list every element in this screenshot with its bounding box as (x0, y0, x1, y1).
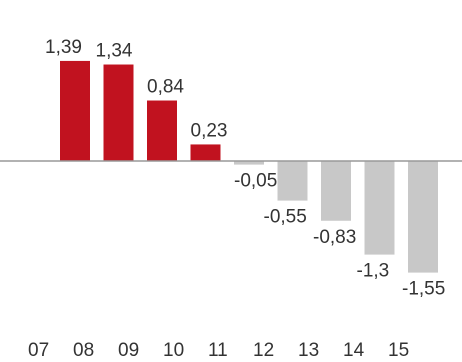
category-label-13: 13 (298, 340, 319, 361)
bar-11 (234, 161, 264, 165)
category-labels-layer: 07 08 09 10 11 12 13 14 15 (28, 340, 409, 361)
bar-10 (190, 144, 221, 161)
category-label-09: 09 (118, 340, 139, 361)
value-label-15: -1,55 (402, 279, 445, 300)
value-labels-layer: 1,39 1,34 0,84 0,23 -0,05 -0,55 -0,83-1,3 -1,55 (45, 37, 445, 300)
value-label-13: -0,83 (313, 227, 356, 248)
bar-08 (103, 64, 134, 161)
value-label-09: 0,84 (147, 77, 184, 98)
value-label-07: 1,39 (45, 37, 82, 58)
category-label-15: 15 (388, 340, 409, 361)
value-label-10: 0,23 (191, 120, 228, 141)
category-label-14: 14 (343, 340, 365, 361)
value-label-14: -1,3 (357, 261, 390, 282)
category-label-11: 11 (208, 340, 228, 361)
value-label-11: -0,05 (234, 171, 277, 192)
bar-15 (408, 161, 438, 273)
bar-14 (364, 161, 395, 255)
category-label-10: 10 (163, 340, 184, 361)
category-label-12: 12 (253, 340, 274, 361)
bar-09 (147, 100, 177, 161)
bar-13 (321, 161, 351, 221)
bars-layer (60, 60, 438, 273)
category-label-08: 08 (73, 340, 94, 361)
category-label-07: 07 (28, 340, 49, 361)
value-label-08: 1,34 (96, 41, 133, 62)
value-label-12: -0,55 (264, 207, 307, 228)
bar-12 (277, 161, 308, 201)
bar-07 (60, 60, 90, 161)
